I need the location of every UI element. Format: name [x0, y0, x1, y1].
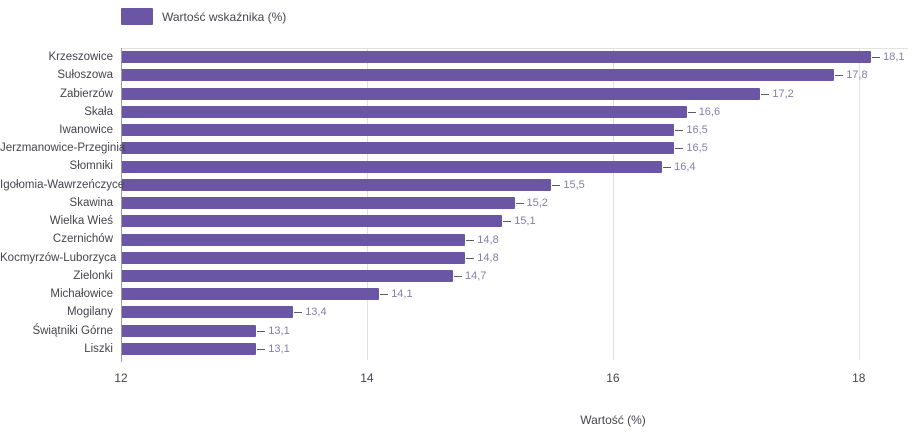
value-label-tick [257, 330, 266, 332]
bar[interactable] [122, 160, 663, 173]
value-label-tick [257, 348, 266, 350]
category-label: Kocmyrzów-Luborzyca [0, 251, 117, 264]
value-label: 16,5 [686, 124, 708, 137]
value-label: 14,8 [477, 233, 499, 246]
bar[interactable] [122, 342, 257, 355]
value-label-tick [454, 275, 462, 277]
plot-area: 18,1 17,8 17,2 16,6 16,5 16,5 16,4 15,5 15,2 15,1… [121, 48, 908, 362]
category-label: Słomniki [69, 160, 113, 173]
bar[interactable] [122, 105, 687, 118]
bar[interactable] [122, 197, 515, 209]
bar[interactable] [122, 178, 552, 191]
value-label: 17,8 [846, 69, 868, 82]
bar[interactable] [122, 124, 675, 137]
value-label: 13,1 [268, 324, 290, 337]
value-label: 14,7 [465, 269, 487, 282]
value-label: 13,1 [268, 342, 290, 355]
category-label: Mogilany [66, 306, 113, 319]
category-label: Igołomia-Wawrzeńczyce [0, 178, 125, 191]
value-axis: 12 14 16 18 [0, 371, 913, 387]
value-axis-title: Wartość (%) [580, 413, 646, 427]
category-label: Jerzmanowice-Przeginia [0, 142, 126, 155]
category-label: Wielka Wieś [49, 215, 113, 228]
value-axis-tick-label: 12 [114, 371, 128, 385]
gridline [858, 48, 860, 360]
bar[interactable] [122, 251, 466, 264]
value-label-tick [872, 57, 881, 59]
value-label-tick [687, 111, 696, 113]
value-label: 17,2 [772, 87, 794, 100]
category-axis-line [121, 48, 122, 362]
value-label-tick [503, 221, 512, 223]
value-label-tick [466, 239, 475, 241]
value-axis-tick-label: 18 [852, 371, 866, 385]
value-label: 15,1 [514, 215, 536, 228]
category-label: Sułoszowa [57, 69, 113, 82]
bar[interactable] [122, 269, 453, 282]
legend-marker-icon [121, 8, 153, 25]
bar[interactable] [122, 324, 257, 337]
value-label-tick [552, 184, 561, 186]
bar[interactable] [122, 288, 380, 301]
category-label: Liszki [84, 342, 113, 355]
category-label: Skała [84, 105, 113, 118]
gridline [612, 48, 614, 360]
value-label-tick [466, 257, 475, 259]
value-label: 18,1 [883, 51, 905, 64]
category-label: Michałowice [50, 288, 113, 301]
value-axis-tick-label: 14 [360, 371, 374, 385]
value-label-tick [515, 203, 524, 204]
value-label-tick [675, 148, 684, 150]
category-label: Świątniki Górne [32, 324, 113, 337]
value-label: 13,4 [305, 306, 327, 319]
category-label: Zabierzów [59, 87, 113, 100]
value-label-tick [835, 75, 844, 77]
category-label: Czernichów [52, 233, 113, 246]
category-axis: Krzeszowice Sułoszowa Zabierzów Skała Iwanow… [0, 48, 126, 358]
bar[interactable] [122, 69, 835, 82]
value-label-tick [675, 130, 684, 132]
value-axis-tick-label: 16 [606, 371, 620, 385]
value-label: 16,4 [674, 160, 696, 173]
value-label-tick [663, 166, 672, 168]
value-label-tick [761, 93, 770, 95]
value-label-tick [294, 312, 303, 314]
value-label-tick [380, 294, 389, 296]
bar[interactable] [122, 233, 466, 246]
value-label: 15,5 [563, 178, 585, 191]
value-label: 16,5 [686, 142, 708, 155]
category-label: Zielonki [73, 269, 113, 282]
bar[interactable] [122, 142, 675, 155]
legend-item[interactable]: Wartość wskaźnika (%) [121, 8, 286, 25]
legend-label: Wartość wskaźnika (%) [162, 9, 287, 24]
plot-top-border [121, 48, 908, 49]
value-label: 14,8 [477, 251, 499, 264]
bar[interactable] [122, 306, 294, 319]
value-label: 14,1 [391, 288, 413, 301]
category-label: Krzeszowice [48, 51, 113, 63]
bar[interactable] [122, 51, 872, 64]
value-label: 15,2 [526, 197, 548, 209]
category-label: Skawina [69, 196, 113, 209]
bar[interactable] [122, 87, 761, 100]
bar[interactable] [122, 215, 503, 228]
value-label: 16,6 [698, 105, 721, 118]
category-label: Iwanowice [59, 123, 113, 136]
